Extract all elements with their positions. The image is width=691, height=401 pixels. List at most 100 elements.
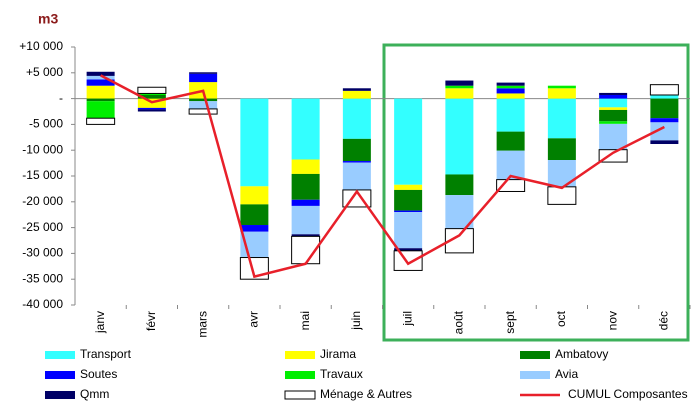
bar-segment — [445, 85, 474, 89]
y-tick-label: -25 000 — [22, 220, 63, 234]
bar-segment — [137, 93, 166, 95]
legend-swatch — [45, 351, 75, 359]
bar-segment — [547, 85, 576, 89]
bar-segment — [445, 174, 474, 196]
bar-segment — [291, 159, 320, 174]
y-tick-label: -10 000 — [22, 142, 63, 156]
cumul-line — [100, 74, 665, 279]
bar-segment — [394, 248, 423, 251]
highlight-frame — [382, 43, 690, 342]
legend-swatch — [520, 371, 550, 379]
bar-segment — [189, 72, 218, 74]
legend-swatch — [284, 390, 316, 400]
bar-segment — [86, 98, 115, 102]
bar-segment — [86, 79, 115, 86]
x-tick-label: mai — [298, 311, 312, 330]
bar-segment — [137, 86, 167, 94]
y-tick-label: -15 000 — [22, 168, 63, 182]
bar-segment — [342, 88, 371, 91]
bar-segment — [650, 118, 679, 123]
bar-segment — [599, 92, 628, 95]
legend-label: Avia — [555, 367, 578, 381]
legend-label: Qmm — [80, 387, 109, 401]
legend-swatch — [285, 371, 315, 379]
legend-label: CUMUL Composantes — [568, 387, 688, 401]
bar-segment — [650, 94, 679, 99]
bar-segment — [445, 98, 474, 175]
bar-segment — [342, 138, 371, 162]
bar-segment — [496, 88, 525, 94]
bar-segment — [240, 186, 269, 205]
bar-segment — [547, 186, 577, 205]
bar-segment — [86, 71, 115, 76]
y-axis-title: m3 — [38, 11, 58, 27]
bar-segment — [547, 160, 576, 187]
legend-swatch — [520, 351, 550, 359]
x-tick-label: déc — [657, 311, 671, 330]
bar-segment — [394, 189, 423, 211]
y-tick-label: -35 000 — [22, 271, 63, 285]
bar-segment — [137, 94, 166, 99]
bar-segment — [137, 107, 166, 110]
bar-segment — [342, 90, 371, 99]
bar-segment — [291, 205, 320, 235]
legend-label: Soutes — [80, 367, 117, 381]
bar-segment — [599, 94, 628, 99]
bar-segment — [240, 98, 269, 187]
bar-segment — [188, 108, 218, 115]
x-tick-label: janv — [93, 311, 107, 334]
bar-segment — [650, 140, 679, 145]
y-tick-label: -30 000 — [22, 246, 63, 260]
bar-segment — [291, 98, 320, 160]
x-tick-label: mars — [195, 311, 209, 338]
bar-segment — [189, 73, 218, 83]
bar-segment — [86, 75, 115, 80]
bar-segment — [86, 101, 115, 119]
y-tick-label: -20 000 — [22, 194, 63, 208]
bar-segment — [137, 109, 166, 112]
bar-segment — [599, 98, 628, 108]
y-tick-label: -40 000 — [22, 297, 63, 311]
bar-segment — [445, 88, 474, 99]
bar-segment — [547, 98, 576, 139]
bar-segment — [496, 85, 525, 89]
bar-segment — [291, 234, 320, 237]
bar-segment — [342, 162, 371, 190]
legend-swatch — [45, 391, 75, 399]
y-tick-label: -5 000 — [29, 117, 63, 131]
y-tick-label: +5 000 — [26, 65, 63, 79]
bar-segment — [599, 107, 628, 110]
bar-segment — [599, 109, 628, 122]
bar-segment — [342, 98, 371, 139]
legend-label: Ambatovy — [555, 347, 608, 361]
bar-segment — [189, 98, 218, 102]
bar-segment — [394, 212, 423, 249]
bar-segment — [650, 122, 679, 141]
bar-segment — [445, 80, 474, 86]
x-tick-label: avr — [247, 311, 261, 328]
legend-label: Jirama — [320, 347, 356, 361]
y-tick-label: - — [59, 91, 63, 105]
y-tick-label: +10 000 — [19, 39, 63, 53]
x-tick-label: août — [452, 310, 466, 334]
bar-segment — [547, 138, 576, 161]
bar-segment — [393, 250, 423, 271]
legend-swatch — [45, 371, 75, 379]
bar-segment — [547, 88, 576, 99]
bar-segment — [496, 82, 525, 86]
bar-segment — [599, 121, 628, 124]
bar-segment — [394, 98, 423, 185]
bar-segment — [240, 204, 269, 226]
bar-segment — [291, 173, 320, 200]
bar-segment — [86, 85, 115, 99]
bar-segment — [394, 210, 423, 213]
x-tick-label: juin — [349, 311, 363, 331]
bar-segment — [650, 98, 679, 119]
legend-label: Transport — [80, 347, 132, 361]
x-tick-label: nov — [605, 311, 619, 330]
bar-segment — [496, 98, 525, 132]
x-tick-label: sept — [503, 310, 517, 333]
bar-segment — [342, 161, 371, 163]
bar-segment — [291, 199, 320, 206]
